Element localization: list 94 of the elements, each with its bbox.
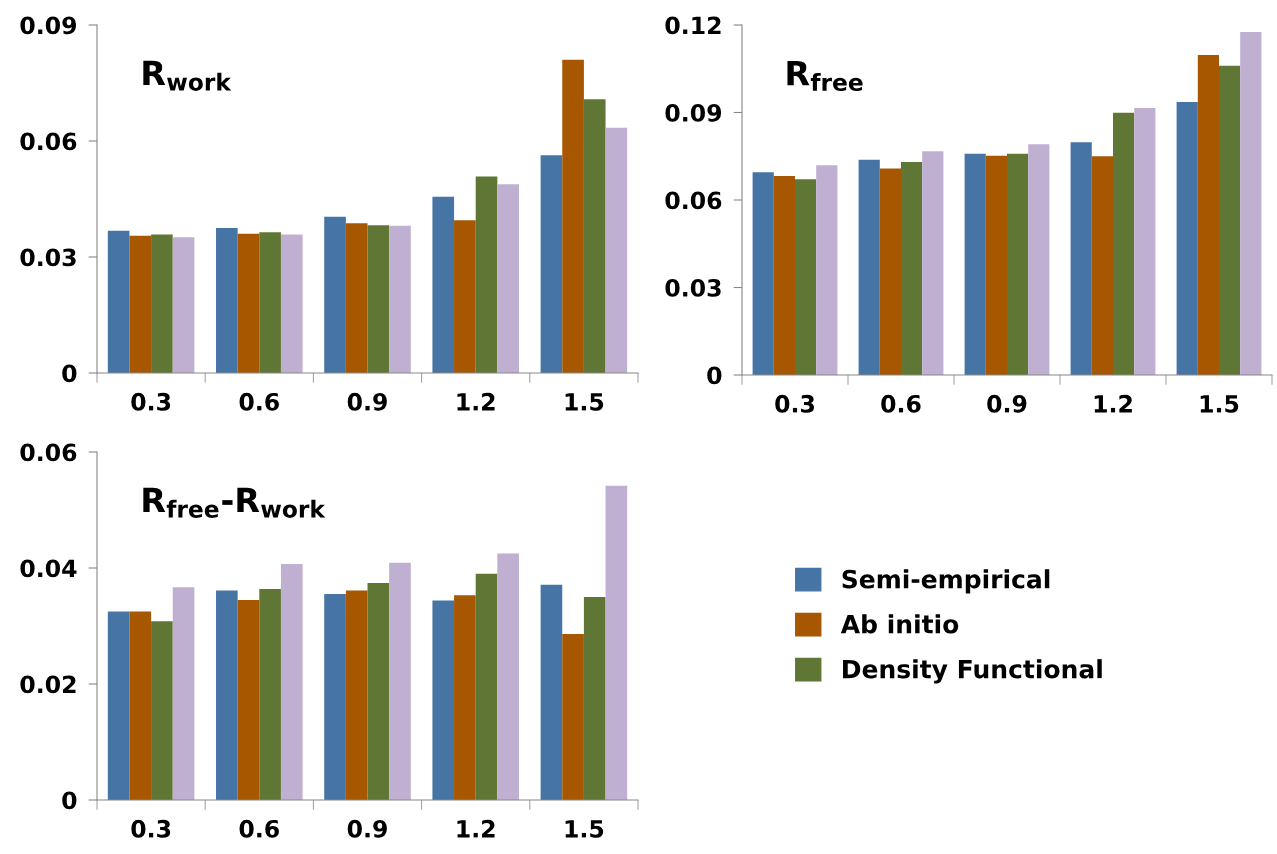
- y-tick-label: 0: [62, 791, 77, 810]
- y-tick-label: 0.06: [20, 132, 77, 151]
- bar: [151, 234, 173, 373]
- bar: [562, 634, 584, 800]
- bar: [367, 583, 390, 800]
- text: R$_{work}$: [143, 60, 232, 91]
- y-tick-label: 0.06: [665, 191, 722, 210]
- bar: [795, 179, 817, 375]
- legend-label: Ab initio: [840, 614, 959, 634]
- y-tick-label: 0.03: [665, 278, 721, 297]
- bar: [497, 553, 519, 800]
- bar: [216, 590, 238, 800]
- x-tick-label: 1.5: [565, 820, 604, 838]
- bar: [172, 587, 195, 800]
- bar: [367, 225, 390, 373]
- bar: [345, 223, 368, 373]
- bar: [540, 155, 563, 373]
- bar: [1113, 112, 1135, 375]
- bar: [454, 220, 476, 373]
- bar: [259, 588, 281, 800]
- x-tick-label: 0.6: [881, 394, 921, 413]
- x-tick-label: 0.6: [239, 392, 279, 411]
- bar: [324, 594, 346, 800]
- x-tick-label: 0.9: [347, 392, 387, 411]
- x-tick-label: 1.5: [1200, 395, 1239, 413]
- bar: [879, 168, 901, 375]
- bar: [107, 230, 130, 373]
- bar: [324, 216, 346, 373]
- bar: [583, 597, 606, 800]
- x-tick-label: 1.5: [565, 393, 604, 411]
- x-tick-label: 0.6: [239, 819, 279, 838]
- bar: [985, 155, 1007, 375]
- bar: [583, 99, 606, 373]
- bar: [1134, 108, 1156, 375]
- bar: [1197, 55, 1219, 375]
- y-tick-label: 0.02: [20, 675, 76, 694]
- bar: [1176, 102, 1198, 375]
- x-tick-label: 0.3: [775, 394, 815, 413]
- x-tick-label: 0.9: [987, 394, 1027, 413]
- bar: [1240, 32, 1262, 375]
- x-tick-label: 0.3: [131, 819, 171, 838]
- bar: [816, 165, 838, 375]
- bar: [237, 599, 260, 800]
- bar: [1007, 153, 1029, 375]
- bar: [1219, 65, 1241, 375]
- bar: [259, 232, 281, 373]
- x-tick-label: 1.2: [1094, 394, 1132, 413]
- bar: [475, 176, 498, 373]
- y-tick-label: 0: [62, 364, 77, 383]
- y-tick-label: 0.09: [20, 16, 77, 35]
- y-tick-label: 0: [707, 366, 722, 385]
- bar: [280, 234, 303, 373]
- legend-label: Semi-empirical: [842, 569, 1050, 594]
- bar: [216, 228, 238, 373]
- x-tick-label: 0.9: [347, 819, 387, 838]
- x-tick-label: 0.3: [131, 392, 171, 411]
- bar: [280, 563, 303, 800]
- bar: [432, 600, 455, 800]
- bar: [1091, 156, 1113, 375]
- x-tick-label: 1.2: [457, 392, 495, 411]
- y-tick-label: 0.06: [20, 443, 77, 462]
- bar: [1028, 144, 1050, 375]
- y-tick-label: 0.04: [20, 559, 77, 578]
- bar: [964, 153, 986, 375]
- bar: [540, 584, 563, 800]
- legend-label: Density Functional: [843, 659, 1102, 684]
- bar: [107, 611, 130, 800]
- bar: [475, 573, 498, 800]
- bar: [454, 595, 476, 800]
- bar: [901, 162, 923, 375]
- bar: [432, 196, 455, 373]
- y-tick-label: 0.12: [665, 16, 721, 35]
- text: R$_{free}$: [787, 60, 863, 92]
- bar: [345, 590, 368, 800]
- bar: [922, 151, 944, 375]
- bar: [605, 485, 628, 800]
- y-tick-label: 0.03: [20, 248, 76, 267]
- bar: [773, 176, 795, 375]
- bar: [129, 235, 152, 373]
- bar: [129, 611, 152, 800]
- text: R$_{free}$-R$_{work}$: [143, 487, 326, 518]
- bar: [605, 127, 628, 373]
- bar: [752, 172, 774, 375]
- bar: [562, 59, 584, 373]
- bar: [237, 233, 260, 373]
- bar: [389, 562, 411, 800]
- x-tick-label: 1.2: [457, 819, 495, 838]
- bar: [172, 237, 195, 373]
- bar: [1070, 142, 1092, 375]
- bar: [858, 159, 880, 375]
- bar: [389, 225, 411, 373]
- y-tick-label: 0.09: [665, 103, 722, 122]
- bar: [151, 621, 173, 800]
- bar: [497, 184, 519, 373]
